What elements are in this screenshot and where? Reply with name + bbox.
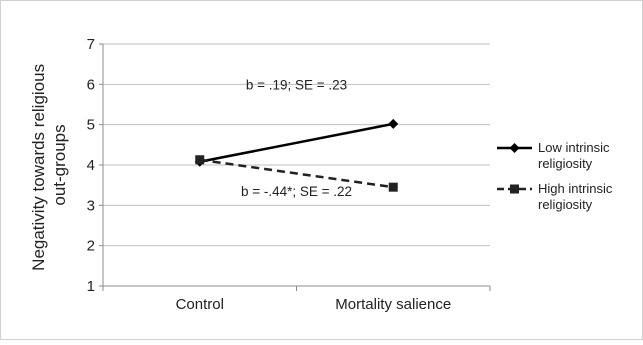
data-point-2 bbox=[195, 155, 205, 165]
legend-marker-1 bbox=[509, 143, 520, 153]
y-tick-label: 1 bbox=[87, 278, 95, 295]
data-point-1 bbox=[388, 118, 399, 129]
annotations: b = .19; SE = .23 b = -.44*; SE = .22 bbox=[241, 77, 352, 199]
x-tick-label: Mortality salience bbox=[335, 296, 451, 313]
y-axis-title-line-1: Negativity towards religious bbox=[29, 64, 48, 271]
annotation-2: b = -.44*; SE = .22 bbox=[241, 184, 352, 199]
y-axis-title-line-2: out-groups bbox=[50, 124, 69, 205]
data-point-2 bbox=[388, 182, 398, 192]
x-tick-label: Control bbox=[176, 296, 224, 313]
y-tick-label: 4 bbox=[87, 157, 95, 174]
series-line-2 bbox=[199, 158, 394, 189]
y-tick-label: 5 bbox=[87, 117, 95, 134]
axes: 1 2 3 4 5 6 7 Control Mortality salience bbox=[87, 36, 491, 313]
y-tick-label: 3 bbox=[87, 197, 95, 214]
legend-label-1: religiosity bbox=[538, 156, 593, 171]
y-tick-label: 2 bbox=[87, 238, 95, 255]
legend-label-1: Low intrinsic bbox=[538, 140, 610, 155]
legend-label-2: High intrinsic bbox=[538, 181, 613, 196]
y-tick-label: 6 bbox=[87, 76, 95, 93]
y-axis-title: Negativity towards religious out-groups bbox=[29, 59, 69, 271]
series bbox=[194, 118, 399, 192]
y-tick-label: 7 bbox=[87, 36, 95, 53]
legend-label-2: religiosity bbox=[538, 197, 593, 212]
legend-marker-2 bbox=[510, 184, 519, 194]
series-line-1 bbox=[199, 122, 394, 163]
annotation-1: b = .19; SE = .23 bbox=[246, 77, 347, 92]
gridlines bbox=[103, 43, 490, 247]
